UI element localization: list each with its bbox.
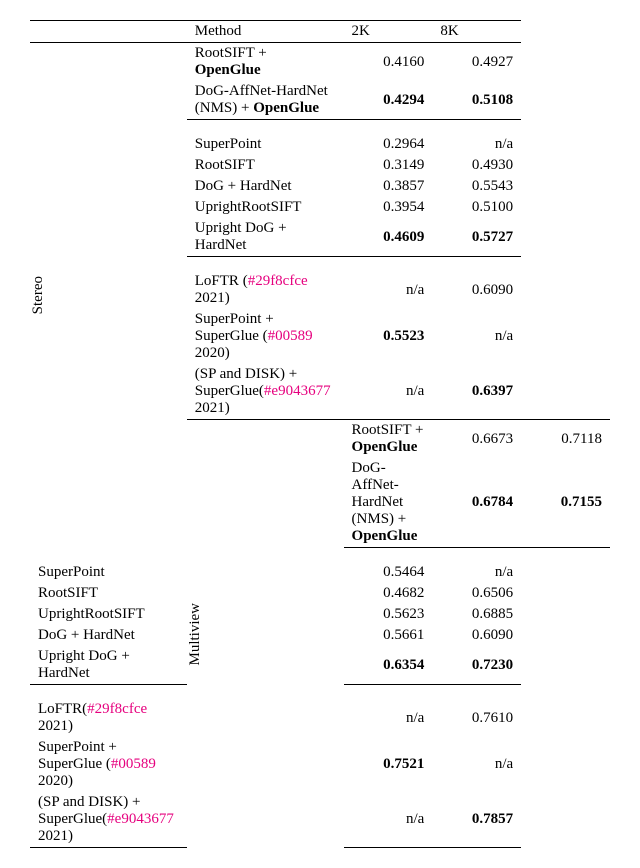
stereo-label: Stereo	[30, 43, 187, 548]
results-table: Method 2K 8K Stereo RootSIFT + OpenGlue …	[30, 20, 610, 848]
header-row: Method 2K 8K	[30, 21, 610, 43]
col-method: Method	[187, 21, 344, 43]
col-8k: 8K	[432, 21, 521, 43]
multiview-label: Multiview	[187, 420, 344, 848]
col-2k: 2K	[344, 21, 433, 43]
table-row: Stereo RootSIFT + OpenGlue 0.4160 0.4927	[30, 43, 610, 82]
